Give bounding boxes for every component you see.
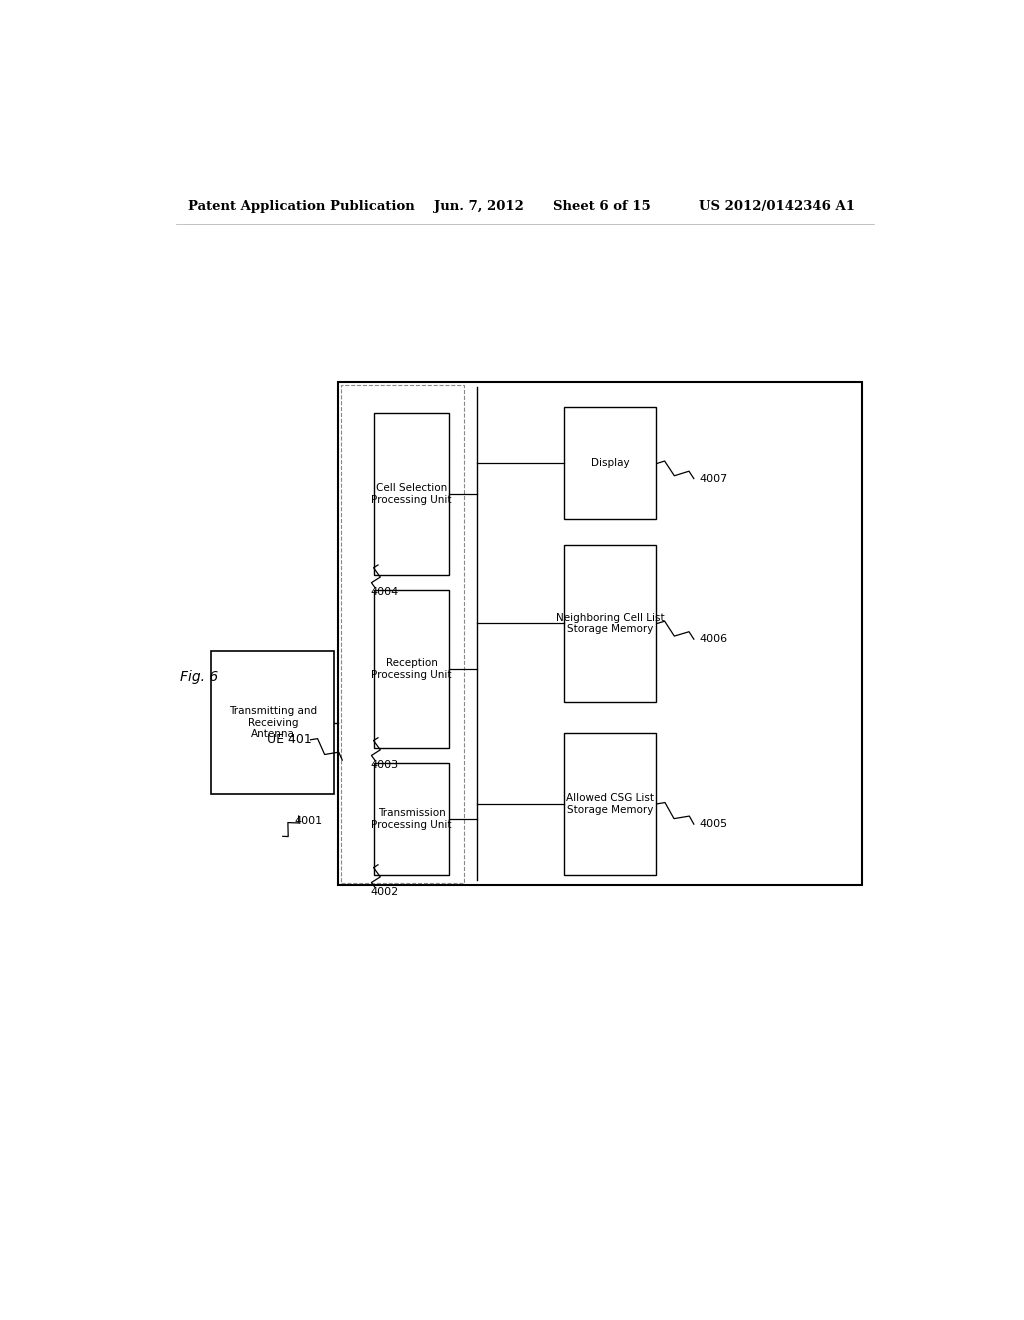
Bar: [564, 733, 655, 875]
Text: 4003: 4003: [371, 760, 399, 770]
Bar: [564, 408, 655, 519]
Text: Patent Application Publication: Patent Application Publication: [187, 199, 415, 213]
Text: US 2012/0142346 A1: US 2012/0142346 A1: [699, 199, 855, 213]
Text: 4001: 4001: [295, 816, 323, 826]
Bar: [374, 590, 450, 748]
Text: 4007: 4007: [699, 474, 728, 483]
Bar: [374, 412, 450, 576]
Text: Transmission
Processing Unit: Transmission Processing Unit: [372, 808, 452, 830]
Bar: [211, 651, 334, 793]
Bar: [564, 545, 655, 702]
Text: 4004: 4004: [371, 587, 399, 598]
Bar: [338, 381, 862, 886]
Text: Display: Display: [591, 458, 630, 469]
Text: Cell Selection
Processing Unit: Cell Selection Processing Unit: [372, 483, 452, 504]
Text: Jun. 7, 2012: Jun. 7, 2012: [433, 199, 523, 213]
Text: Reception
Processing Unit: Reception Processing Unit: [372, 659, 452, 680]
Text: 4002: 4002: [371, 887, 399, 898]
Text: Allowed CSG List
Storage Memory: Allowed CSG List Storage Memory: [566, 793, 654, 814]
Text: 4006: 4006: [699, 634, 727, 644]
Text: Fig. 6: Fig. 6: [179, 669, 218, 684]
Text: Transmitting and
Receiving
Antenna: Transmitting and Receiving Antenna: [228, 706, 316, 739]
Text: Sheet 6 of 15: Sheet 6 of 15: [553, 199, 650, 213]
Bar: [341, 385, 464, 883]
Text: UE 401: UE 401: [267, 734, 311, 746]
Bar: [374, 763, 450, 875]
Text: Neighboring Cell List
Storage Memory: Neighboring Cell List Storage Memory: [556, 612, 665, 634]
Text: 4005: 4005: [699, 820, 727, 829]
